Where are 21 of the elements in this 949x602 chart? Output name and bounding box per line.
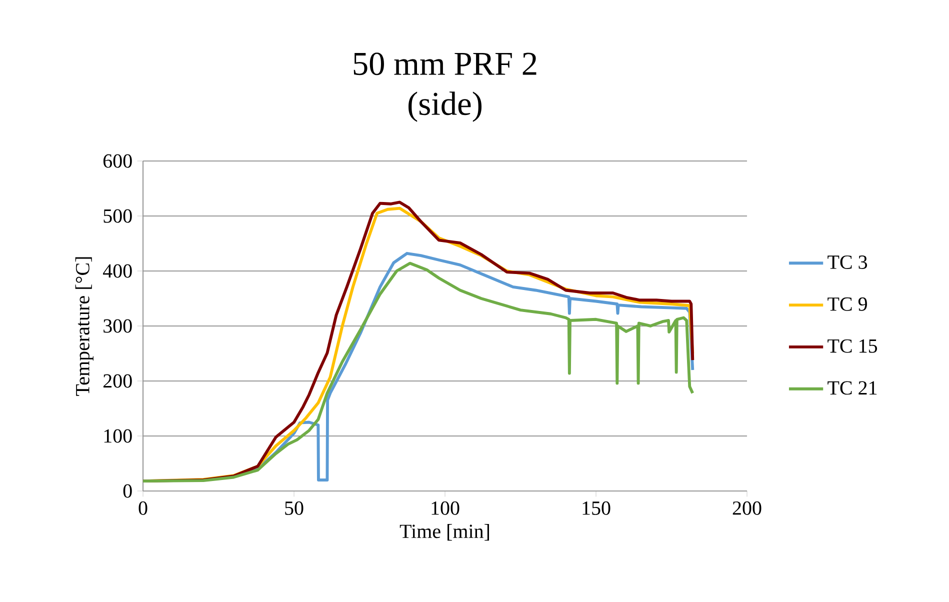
y-tick-label: 400 bbox=[103, 264, 132, 278]
y-tick-label: 500 bbox=[104, 209, 132, 223]
y-tick-label: 600 bbox=[103, 154, 132, 168]
chart-subtitle: (side) bbox=[408, 92, 482, 122]
legend-label: TC 3 bbox=[828, 256, 868, 269]
legend-label: TC 21 bbox=[828, 381, 877, 395]
x-tick-label: 200 bbox=[732, 501, 762, 515]
y-tick-label: 0 bbox=[123, 484, 132, 498]
x-tick-label: 0 bbox=[138, 501, 148, 515]
y-tick-label: 100 bbox=[104, 429, 132, 443]
legend-label: TC 9 bbox=[828, 297, 867, 311]
x-tick-label: 100 bbox=[432, 501, 460, 515]
x-tick-label: 150 bbox=[582, 501, 610, 515]
chart-title: 50 mm PRF 2 bbox=[354, 52, 536, 76]
x-tick-label: 50 bbox=[285, 501, 304, 515]
line-series bbox=[142, 262, 694, 483]
legend-label: TC 15 bbox=[828, 339, 878, 353]
x-axis-title: Time [min] bbox=[400, 524, 489, 541]
y-tick-label: 300 bbox=[104, 319, 132, 333]
y-axis-title: Temperature [°C] bbox=[75, 257, 94, 396]
y-tick-label: 200 bbox=[103, 374, 132, 388]
